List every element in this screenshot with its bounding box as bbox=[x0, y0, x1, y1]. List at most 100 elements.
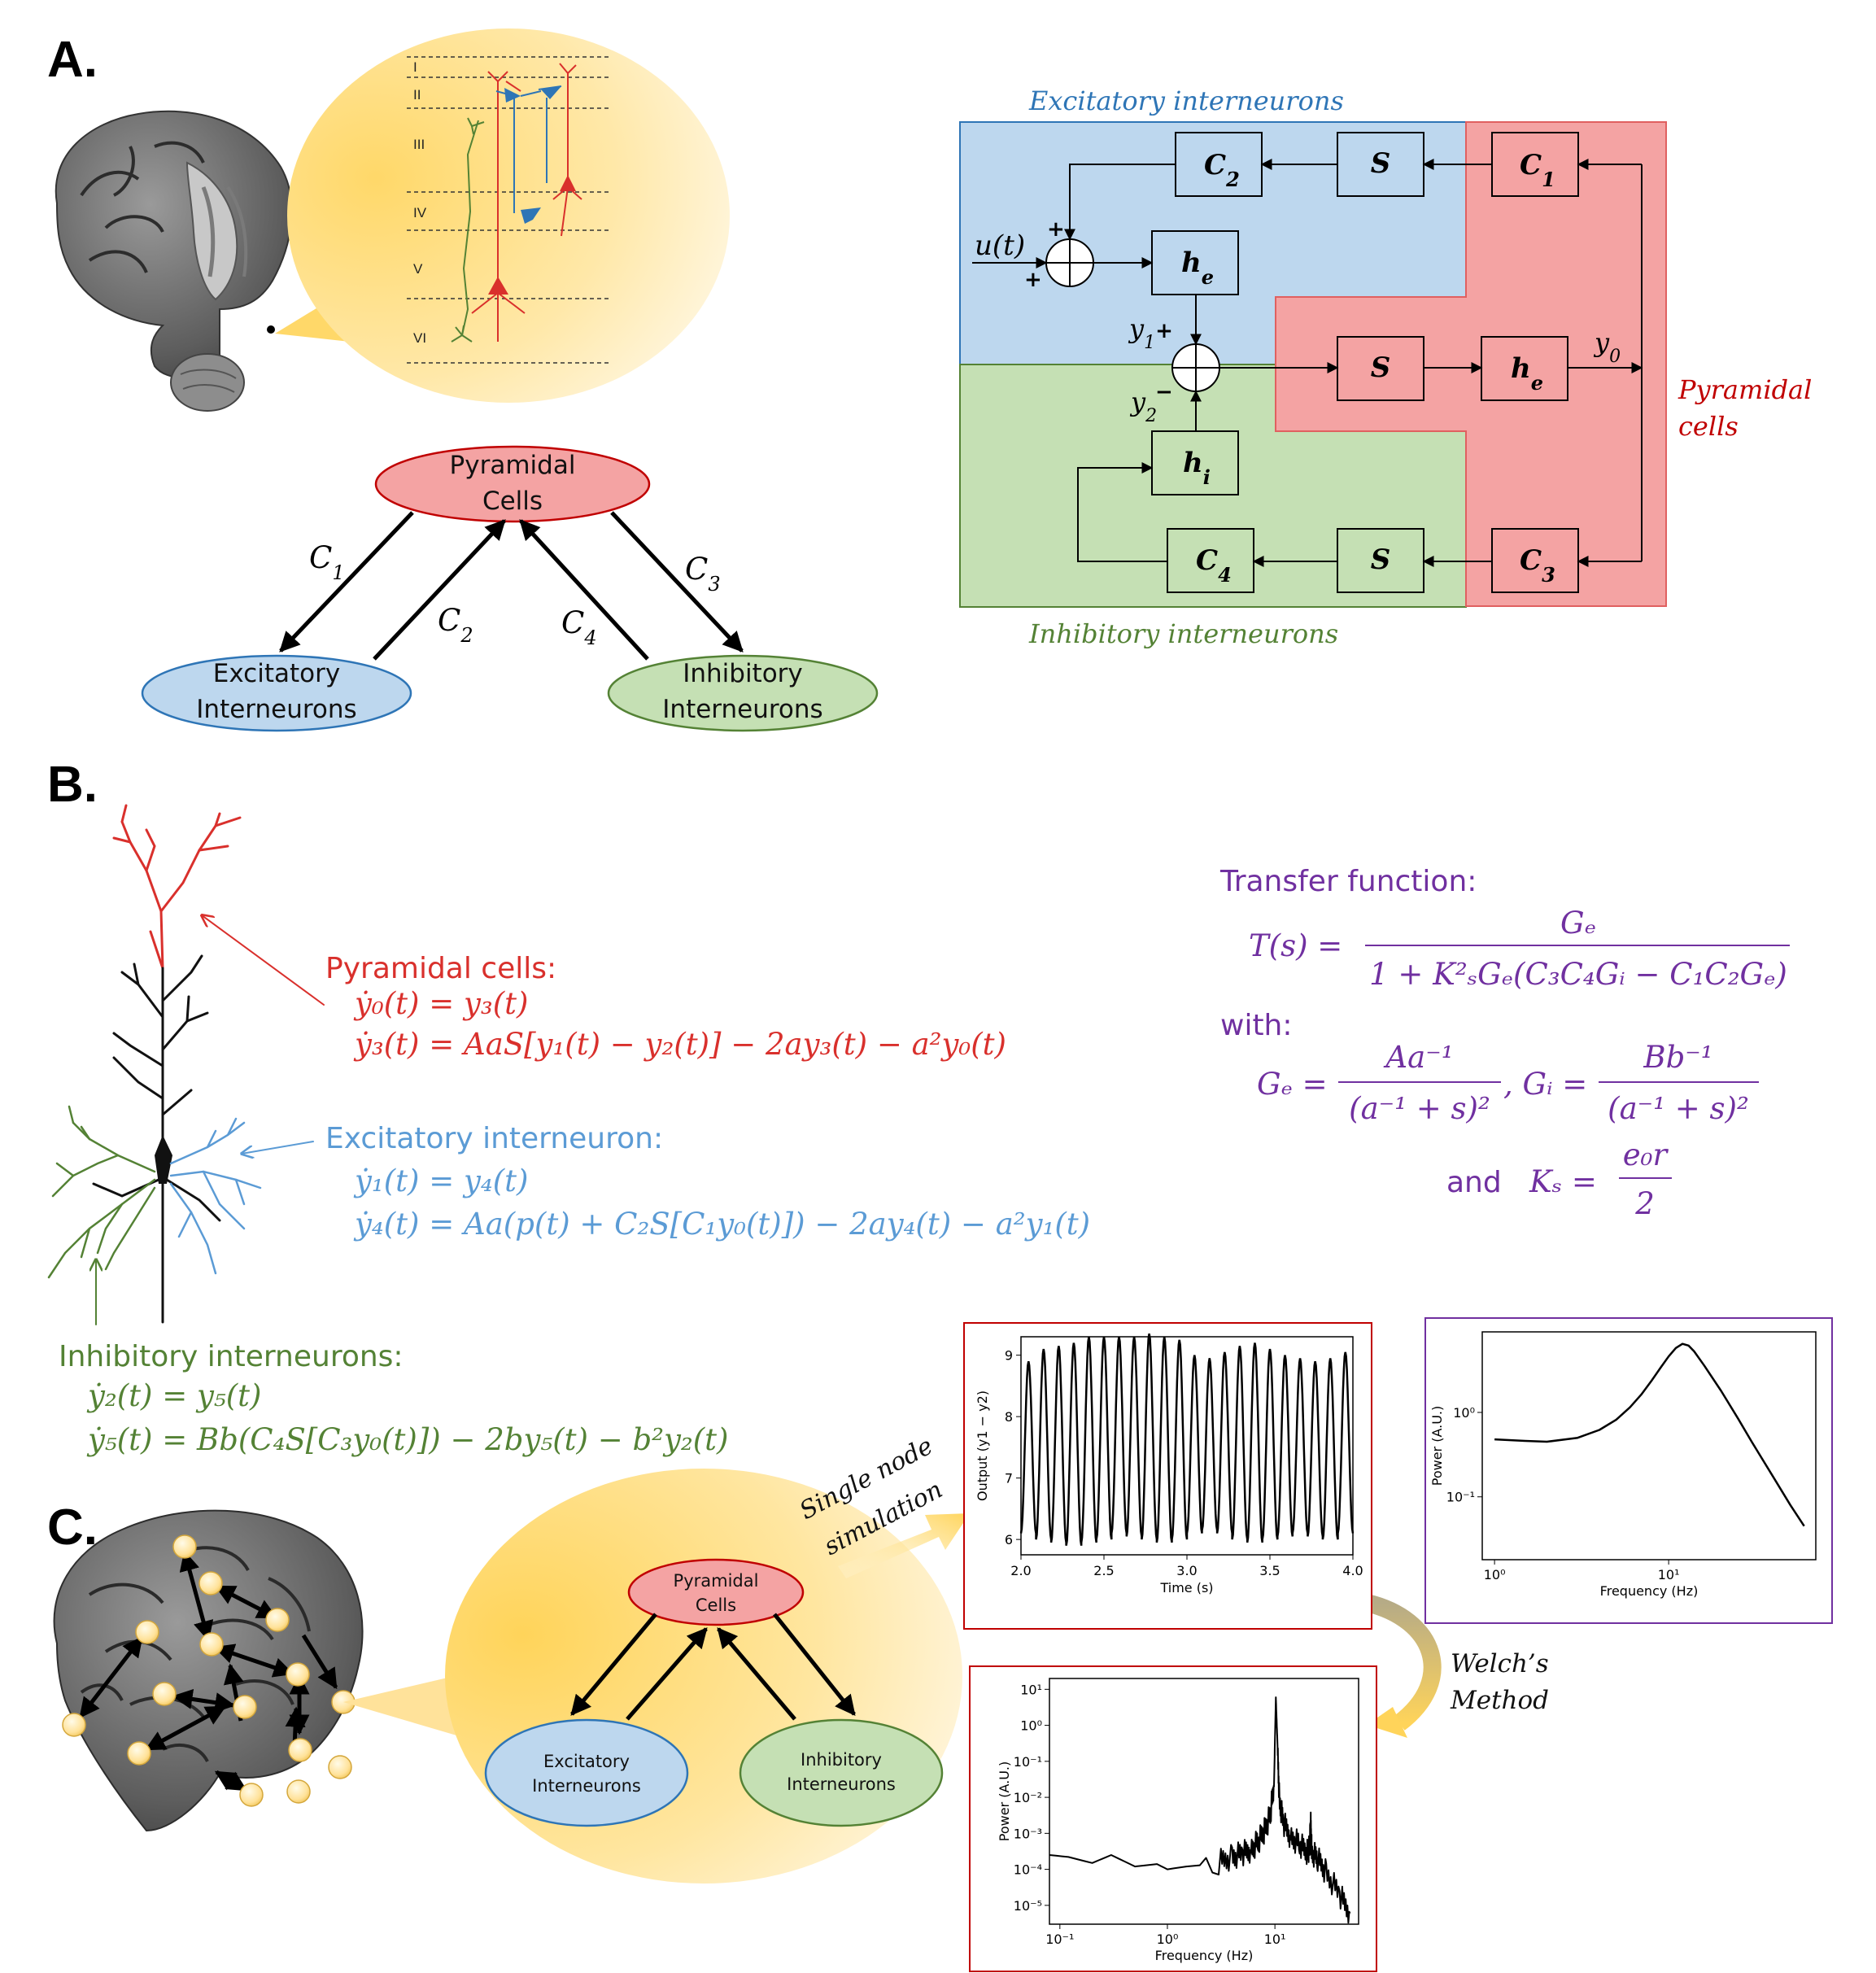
plot-area bbox=[1481, 1331, 1817, 1561]
y-tick-label: 10⁻⁵ bbox=[1014, 1898, 1042, 1914]
x-tick-label: 4.0 bbox=[1342, 1563, 1363, 1578]
svg-text:ẏ₃(t) = AaS[y₁(t) − y₂(t)] − 2: ẏ₃(t) = AaS[y₁(t) − y₂(t)] − 2ay₃(t) − a… bbox=[353, 1027, 1006, 1062]
svg-text:1 + K²ₛGₑ(C₃C₄Gᵢ − C₁C₂Gₑ): 1 + K²ₛGₑ(C₃C₄Gᵢ − C₁C₂Gₑ) bbox=[1369, 957, 1787, 992]
svg-text:+: + bbox=[1024, 268, 1042, 292]
y-tick-label: 10⁻² bbox=[1014, 1790, 1042, 1805]
svg-text:Pyramidal: Pyramidal bbox=[674, 1571, 759, 1591]
time-series-frame bbox=[963, 1322, 1372, 1630]
neuron-illustration bbox=[47, 804, 325, 1325]
single-node-bubble: Pyramidal Cells Excitatory Interneurons … bbox=[343, 1469, 962, 1884]
svg-text:Cells: Cells bbox=[696, 1595, 736, 1615]
jansen-rit-diagram: Pyramidal Cells Excitatory Interneurons … bbox=[141, 445, 879, 732]
svg-text:hi: hi bbox=[1183, 447, 1211, 489]
cortex-bubble: I II III IV V VI bbox=[275, 28, 730, 403]
panel-b-label: B. bbox=[47, 757, 98, 813]
svg-text:Interneurons: Interneurons bbox=[662, 695, 822, 724]
inhibitory-interneurons-node bbox=[607, 654, 879, 732]
transfer-spectrum-frame bbox=[1424, 1317, 1833, 1624]
green-interneurons bbox=[451, 117, 485, 343]
svg-text:S: S bbox=[1371, 543, 1391, 576]
welch-arrow: Welch’s Method bbox=[1364, 1594, 1549, 1738]
excitatory-interneurons-node bbox=[141, 654, 412, 732]
y-tick-label: 10⁰ bbox=[1020, 1718, 1042, 1734]
time-series-chart: 2.0 2.5 3.0 3.5 4.0 6 7 8 9 Time (s) Output (y1 − … bbox=[975, 1334, 1363, 1595]
x-tick-label: 10⁰ bbox=[1484, 1567, 1506, 1582]
svg-text:ẏ₀(t) = y₃(t): ẏ₀(t) = y₃(t) bbox=[353, 986, 528, 1021]
svg-text:Aa⁻¹: Aa⁻¹ bbox=[1383, 1040, 1453, 1075]
apical-dendrite-red bbox=[112, 804, 242, 970]
series-line bbox=[1049, 1696, 1351, 1924]
svg-text:, Gᵢ =: , Gᵢ = bbox=[1503, 1067, 1587, 1102]
series-line bbox=[1494, 1342, 1805, 1527]
svg-text:Excitatory: Excitatory bbox=[543, 1752, 630, 1771]
svg-text:C2: C2 bbox=[438, 603, 473, 647]
pyramidal-cells-node bbox=[374, 445, 651, 523]
svg-text:y2: y2 bbox=[1129, 386, 1157, 426]
y-tick-label: 6 bbox=[1005, 1532, 1013, 1547]
svg-text:e₀r: e₀r bbox=[1623, 1137, 1669, 1172]
svg-text:+: + bbox=[1047, 217, 1065, 242]
svg-text:Method: Method bbox=[1450, 1686, 1549, 1715]
svg-text:ẏ₁(t) = y₄(t): ẏ₁(t) = y₄(t) bbox=[353, 1163, 528, 1198]
layer-label: VI bbox=[413, 330, 426, 346]
panel-a-label: A. bbox=[47, 32, 98, 88]
x-tick-label: 2.0 bbox=[1010, 1563, 1031, 1578]
svg-text:Excitatory interneuron:: Excitatory interneuron: bbox=[325, 1122, 663, 1155]
svg-text:u(t): u(t) bbox=[975, 229, 1025, 262]
svg-text:cells: cells bbox=[1678, 411, 1739, 442]
svg-text:Inhibitory: Inhibitory bbox=[801, 1750, 882, 1770]
svg-text:Excitatory: Excitatory bbox=[213, 659, 340, 688]
svg-text:ẏ₄(t) = Aa(p(t) + C₂S[C₁y₀(t)]: ẏ₄(t) = Aa(p(t) + C₂S[C₁y₀(t)]) − 2ay₄(t… bbox=[353, 1207, 1090, 1242]
svg-text:Gₑ: Gₑ bbox=[1560, 906, 1596, 941]
y-tick-label: 8 bbox=[1005, 1409, 1013, 1425]
svg-text:2: 2 bbox=[1634, 1186, 1655, 1221]
inhibitory-title: Inhibitory interneurons bbox=[1028, 618, 1338, 649]
svg-text:he: he bbox=[1181, 247, 1214, 289]
panel-c-label: C. bbox=[47, 1499, 98, 1556]
svg-text:ẏ₅(t) = Bb(C₄S[C₃y₀(t)]) − 2by: ẏ₅(t) = Bb(C₄S[C₃y₀(t)]) − 2by₅(t) − b²y… bbox=[86, 1422, 728, 1457]
welch-spectrum-chart: 10⁻¹ 10⁰ 10¹ 10¹ 10⁰ 10⁻¹ 10⁻² 10⁻³ 10⁻⁴ 10⁻⁵ Freq… bbox=[997, 1678, 1359, 1963]
svg-text:C4: C4 bbox=[561, 605, 597, 649]
x-axis-label: Frequency (Hz) bbox=[1155, 1948, 1254, 1963]
transfer-function-spectrum-chart: 10⁰ 10¹ 10⁰ 10⁻¹ Frequency (Hz) Power (A.U.) bbox=[1429, 1331, 1817, 1599]
cortex-layer-lines bbox=[407, 56, 610, 364]
y-tick-label: 10⁻¹ bbox=[1014, 1754, 1042, 1770]
brain-network-illustration bbox=[53, 1509, 364, 1832]
y-tick-label: 7 bbox=[1005, 1471, 1013, 1486]
svg-text:S: S bbox=[1371, 351, 1391, 384]
y-tick-label: 10⁻³ bbox=[1014, 1826, 1042, 1841]
svg-text:and: and bbox=[1446, 1166, 1502, 1199]
svg-text:Inhibitory: Inhibitory bbox=[683, 659, 803, 688]
svg-text:Gₑ =: Gₑ = bbox=[1257, 1067, 1328, 1102]
brain-cutaway-illustration bbox=[55, 110, 293, 412]
inhibitory-equations: Inhibitory interneurons: ẏ₂(t) = y₅(t) ẏ… bbox=[59, 1340, 728, 1457]
svg-text:C1: C1 bbox=[1520, 149, 1555, 191]
red-pyramidal-neurons bbox=[471, 63, 582, 342]
svg-text:Bb⁻¹: Bb⁻¹ bbox=[1643, 1040, 1712, 1075]
svg-text:C3: C3 bbox=[685, 552, 721, 596]
excitatory-equations: Excitatory interneuron: ẏ₁(t) = y₄(t) ẏ₄… bbox=[325, 1122, 1090, 1242]
svg-text:Transfer function:: Transfer function: bbox=[1219, 865, 1477, 898]
svg-text:Cells: Cells bbox=[482, 487, 543, 516]
svg-text:S: S bbox=[1371, 147, 1391, 180]
y-axis-label: Output (y1 − y2) bbox=[975, 1390, 990, 1501]
x-tick-label: 3.0 bbox=[1176, 1563, 1197, 1578]
svg-text:Interneurons: Interneurons bbox=[196, 695, 356, 724]
svg-text:Inhibitory interneurons:: Inhibitory interneurons: bbox=[59, 1340, 404, 1373]
svg-text:C1: C1 bbox=[309, 540, 345, 584]
transfer-function: Transfer function: T(s) = Gₑ 1 + K²ₛGₑ(C… bbox=[1219, 865, 1790, 1221]
svg-text:with:: with: bbox=[1220, 1009, 1293, 1042]
block-diagram: Excitatory interneurons Inhibitory inter… bbox=[959, 85, 1812, 649]
layer-label: II bbox=[413, 87, 421, 103]
svg-text:Pyramidal: Pyramidal bbox=[450, 451, 576, 480]
basal-dendrites-blue bbox=[169, 1117, 262, 1275]
basal-dendrites-green bbox=[47, 1105, 156, 1279]
svg-text:C2: C2 bbox=[1204, 149, 1240, 191]
soma-dendrites-black bbox=[92, 954, 221, 1324]
y-tick-label: 10¹ bbox=[1020, 1682, 1042, 1697]
layer-label: IV bbox=[413, 205, 427, 220]
x-axis-label: Time (s) bbox=[1159, 1580, 1213, 1595]
x-tick-label: 10¹ bbox=[1264, 1932, 1286, 1947]
svg-text:C3: C3 bbox=[1520, 544, 1555, 587]
y-tick-label: 10⁰ bbox=[1453, 1405, 1475, 1421]
